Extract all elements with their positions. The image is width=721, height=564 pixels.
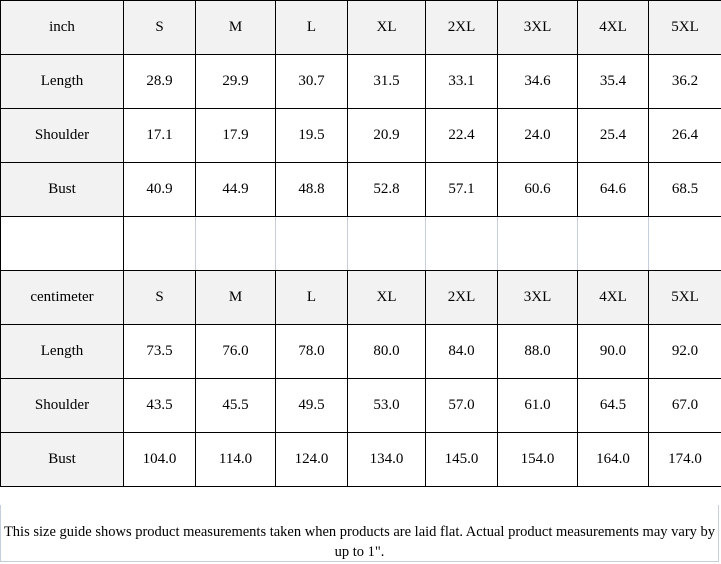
measurement-value: 35.4 <box>577 54 649 109</box>
measurement-value: 154.0 <box>497 432 578 487</box>
measurement-value: 68.5 <box>648 162 721 217</box>
measurement-value: 20.9 <box>347 108 426 163</box>
measurement-value: 22.4 <box>425 108 498 163</box>
measurement-value: 64.6 <box>577 162 649 217</box>
size-header: 5XL <box>648 270 721 325</box>
measurement-value: 45.5 <box>195 378 276 433</box>
empty-cell <box>123 216 196 271</box>
measurement-value: 67.0 <box>648 378 721 433</box>
table-row: Shoulder 43.5 45.5 49.5 53.0 57.0 61.0 64.5 67.0 <box>0 378 721 433</box>
measurement-value: 31.5 <box>347 54 426 109</box>
size-header: 3XL <box>497 0 578 55</box>
table-row: Bust 104.0 114.0 124.0 134.0 145.0 154.0 164.0 1… <box>0 432 721 487</box>
empty-cell <box>577 216 649 271</box>
measurement-value: 114.0 <box>195 432 276 487</box>
size-header: 4XL <box>577 0 649 55</box>
measurement-value: 90.0 <box>577 324 649 379</box>
measurement-value: 24.0 <box>497 108 578 163</box>
measurement-value: 164.0 <box>577 432 649 487</box>
measurement-value: 76.0 <box>195 324 276 379</box>
measurement-value: 57.0 <box>425 378 498 433</box>
measurement-value: 60.6 <box>497 162 578 217</box>
size-header: 2XL <box>425 270 498 325</box>
size-header: S <box>123 270 196 325</box>
empty-cell <box>648 216 721 271</box>
size-header: 2XL <box>425 0 498 55</box>
size-header: L <box>275 0 348 55</box>
measurement-value: 33.1 <box>425 54 498 109</box>
size-header: S <box>123 0 196 55</box>
measurement-value: 80.0 <box>347 324 426 379</box>
table-row: Length 28.9 29.9 30.7 31.5 33.1 34.6 35.4 36.2 <box>0 54 721 109</box>
measurement-value: 40.9 <box>123 162 196 217</box>
measurement-label: Shoulder <box>0 378 124 433</box>
measurement-value: 28.9 <box>123 54 196 109</box>
size-header: XL <box>347 0 426 55</box>
size-chart-table: inch S M L XL 2XL 3XL 4XL 5XL Length 28.9 29.9 30.7 3… <box>0 0 721 487</box>
measurement-value: 92.0 <box>648 324 721 379</box>
measurement-value: 124.0 <box>275 432 348 487</box>
size-header: M <box>195 270 276 325</box>
size-header: 5XL <box>648 0 721 55</box>
measurement-value: 36.2 <box>648 54 721 109</box>
empty-cell <box>347 216 426 271</box>
table-row: Length 73.5 76.0 78.0 80.0 84.0 88.0 90.0 92.0 <box>0 324 721 379</box>
measurement-value: 61.0 <box>497 378 578 433</box>
measurement-label: Bust <box>0 162 124 217</box>
measurement-value: 78.0 <box>275 324 348 379</box>
centimeter-header-row: centimeter S M L XL 2XL 3XL 4XL 5XL <box>0 270 721 325</box>
size-header: M <box>195 0 276 55</box>
measurement-value: 53.0 <box>347 378 426 433</box>
measurement-value: 104.0 <box>123 432 196 487</box>
measurement-value: 145.0 <box>425 432 498 487</box>
size-header: 3XL <box>497 270 578 325</box>
measurement-value: 30.7 <box>275 54 348 109</box>
unit-label: centimeter <box>0 270 124 325</box>
table-row: Shoulder 17.1 17.9 19.5 20.9 22.4 24.0 25.4 26.4 <box>0 108 721 163</box>
unit-label: inch <box>0 0 124 55</box>
measurement-label: Bust <box>0 432 124 487</box>
spacer-row <box>0 216 721 271</box>
measurement-value: 44.9 <box>195 162 276 217</box>
empty-cell <box>195 216 276 271</box>
measurement-value: 52.8 <box>347 162 426 217</box>
measurement-label: Length <box>0 324 124 379</box>
measurement-value: 34.6 <box>497 54 578 109</box>
measurement-value: 25.4 <box>577 108 649 163</box>
measurement-value: 73.5 <box>123 324 196 379</box>
measurement-value: 134.0 <box>347 432 426 487</box>
measurement-value: 29.9 <box>195 54 276 109</box>
size-header: L <box>275 270 348 325</box>
measurement-value: 49.5 <box>275 378 348 433</box>
empty-cell <box>0 216 124 271</box>
empty-cell <box>275 216 348 271</box>
size-guide-note: This size guide shows product measuremen… <box>0 505 719 562</box>
measurement-value: 19.5 <box>275 108 348 163</box>
measurement-value: 84.0 <box>425 324 498 379</box>
measurement-value: 17.1 <box>123 108 196 163</box>
empty-cell <box>425 216 498 271</box>
empty-cell <box>497 216 578 271</box>
measurement-value: 57.1 <box>425 162 498 217</box>
measurement-label: Length <box>0 54 124 109</box>
measurement-value: 48.8 <box>275 162 348 217</box>
measurement-value: 43.5 <box>123 378 196 433</box>
measurement-value: 88.0 <box>497 324 578 379</box>
inch-header-row: inch S M L XL 2XL 3XL 4XL 5XL <box>0 0 721 55</box>
measurement-value: 64.5 <box>577 378 649 433</box>
table-row: Bust 40.9 44.9 48.8 52.8 57.1 60.6 64.6 68.5 <box>0 162 721 217</box>
measurement-value: 26.4 <box>648 108 721 163</box>
measurement-value: 174.0 <box>648 432 721 487</box>
size-header: 4XL <box>577 270 649 325</box>
measurement-label: Shoulder <box>0 108 124 163</box>
size-header: XL <box>347 270 426 325</box>
measurement-value: 17.9 <box>195 108 276 163</box>
